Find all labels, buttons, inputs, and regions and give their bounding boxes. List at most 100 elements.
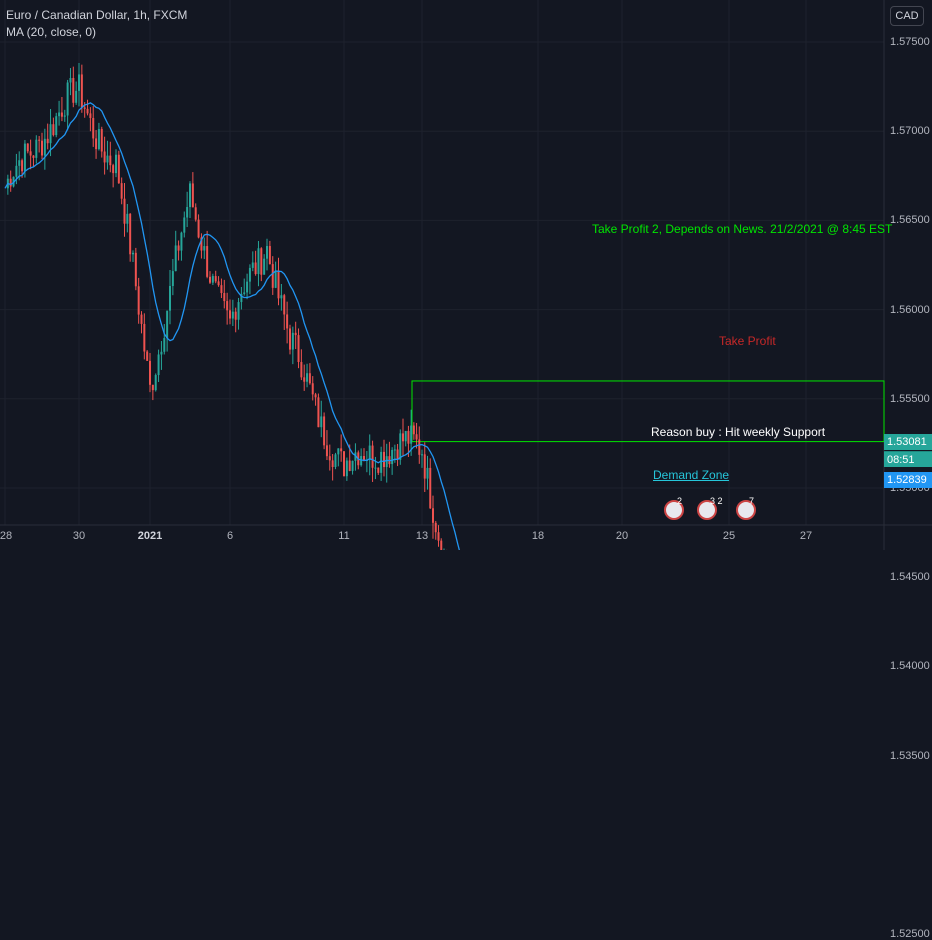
x-tick-label: 2021 — [137, 530, 163, 542]
candle-body — [432, 508, 434, 523]
candle-body — [86, 108, 89, 114]
candle-body — [60, 112, 63, 117]
candle-body — [146, 351, 149, 361]
event-count: 2 — [677, 496, 683, 506]
demand-zone-label[interactable]: Demand Zone — [653, 468, 730, 482]
candle-body — [183, 217, 186, 233]
candle-body — [260, 248, 263, 275]
candle-body — [129, 213, 132, 255]
candle-body — [251, 262, 254, 268]
candle-body — [26, 143, 29, 152]
x-tick-label: 18 — [531, 530, 545, 542]
candle-body — [154, 375, 157, 391]
candle-body — [100, 129, 103, 152]
take-profit-label[interactable]: Take Profit — [719, 334, 776, 348]
candle-body — [200, 237, 203, 251]
reason-label[interactable]: Reason buy : Hit weekly Support — [651, 425, 826, 439]
event-icon[interactable] — [664, 500, 684, 520]
candle-body — [280, 295, 283, 299]
candle-body — [399, 433, 402, 460]
candle-body — [229, 310, 231, 319]
candle-body — [177, 245, 180, 251]
candle-body — [80, 74, 83, 108]
event-icon[interactable] — [736, 500, 756, 520]
candle-body — [163, 338, 166, 352]
candle-body — [194, 207, 197, 220]
candle-body — [351, 460, 354, 471]
candle-body — [263, 258, 266, 275]
candle-body — [429, 467, 432, 509]
candle-body — [440, 540, 443, 550]
candle-body — [203, 246, 206, 251]
take-profit-2-label[interactable]: Take Profit 2, Depends on News. 21/2/202… — [592, 222, 893, 236]
chart-area[interactable] — [0, 0, 932, 550]
candle-body — [43, 138, 46, 156]
x-tick-label: 13 — [415, 530, 429, 542]
candle-body — [328, 456, 331, 461]
candle-body — [120, 183, 123, 199]
indicator-label[interactable]: MA (20, close, 0) — [6, 25, 97, 39]
candle-body — [106, 155, 109, 163]
ma-line — [4, 102, 460, 550]
candle-body — [78, 74, 80, 91]
candle-body — [126, 213, 129, 224]
candle-body — [348, 460, 351, 471]
candle-body — [95, 138, 98, 150]
line-price-tag: 1.52839 — [884, 472, 932, 488]
candle-body — [317, 397, 320, 428]
candle-body — [402, 433, 404, 442]
candle-body — [266, 246, 268, 259]
candle-body — [92, 117, 95, 139]
candle-body — [49, 124, 52, 144]
candle-body — [151, 384, 154, 391]
candle-body — [166, 310, 169, 339]
candle-body — [308, 373, 311, 384]
symbol-title[interactable]: Euro / Canadian Dollar, 1h, FXCM — [6, 8, 188, 22]
y-tick-label: 1.54000 — [890, 660, 930, 673]
x-tick-label: 6 — [226, 530, 234, 542]
candle-body — [132, 252, 134, 255]
last-price-tag: 1.53081 — [884, 434, 932, 450]
candle-body — [410, 425, 413, 444]
candle-body — [289, 328, 291, 350]
candle-body — [58, 112, 61, 117]
candle-body — [97, 129, 100, 150]
candle-body — [52, 124, 55, 136]
candle-body — [75, 90, 78, 103]
candle-body — [325, 445, 328, 457]
candle-body — [240, 293, 243, 303]
candle-body — [396, 449, 399, 460]
candle-body — [314, 394, 317, 398]
take-profit-2-zone — [411, 380, 885, 443]
candle-body — [209, 276, 211, 283]
x-tick-label: 20 — [615, 530, 629, 542]
candle-body — [415, 434, 418, 440]
candle-body — [191, 183, 194, 208]
candle-body — [334, 454, 337, 468]
candle-body — [374, 467, 377, 469]
candle-body — [143, 323, 146, 352]
candle-body — [123, 198, 126, 224]
candle-body — [206, 246, 209, 277]
currency-badge[interactable]: CAD — [890, 6, 924, 26]
candle-body — [189, 183, 191, 208]
x-tick-label: 27 — [799, 530, 813, 542]
y-tick-label: 1.56500 — [890, 214, 930, 227]
candle-body — [231, 311, 234, 319]
candle-body — [286, 314, 289, 329]
x-tick-label: 28 — [0, 530, 13, 542]
y-tick-label: 1.57500 — [890, 36, 930, 48]
candle-body — [186, 207, 189, 218]
candle-body — [391, 450, 394, 465]
candle-body — [283, 295, 286, 315]
countdown-tag: 08:51 — [884, 451, 932, 467]
y-tick-label: 1.54500 — [890, 571, 930, 584]
event-icon[interactable] — [697, 500, 717, 520]
candle-body — [134, 252, 137, 287]
candle-body — [354, 452, 357, 461]
candle-body — [103, 151, 106, 163]
candle-body — [171, 271, 174, 287]
candle-body — [211, 276, 214, 283]
candle-body — [55, 116, 58, 136]
candle-body — [115, 154, 117, 174]
